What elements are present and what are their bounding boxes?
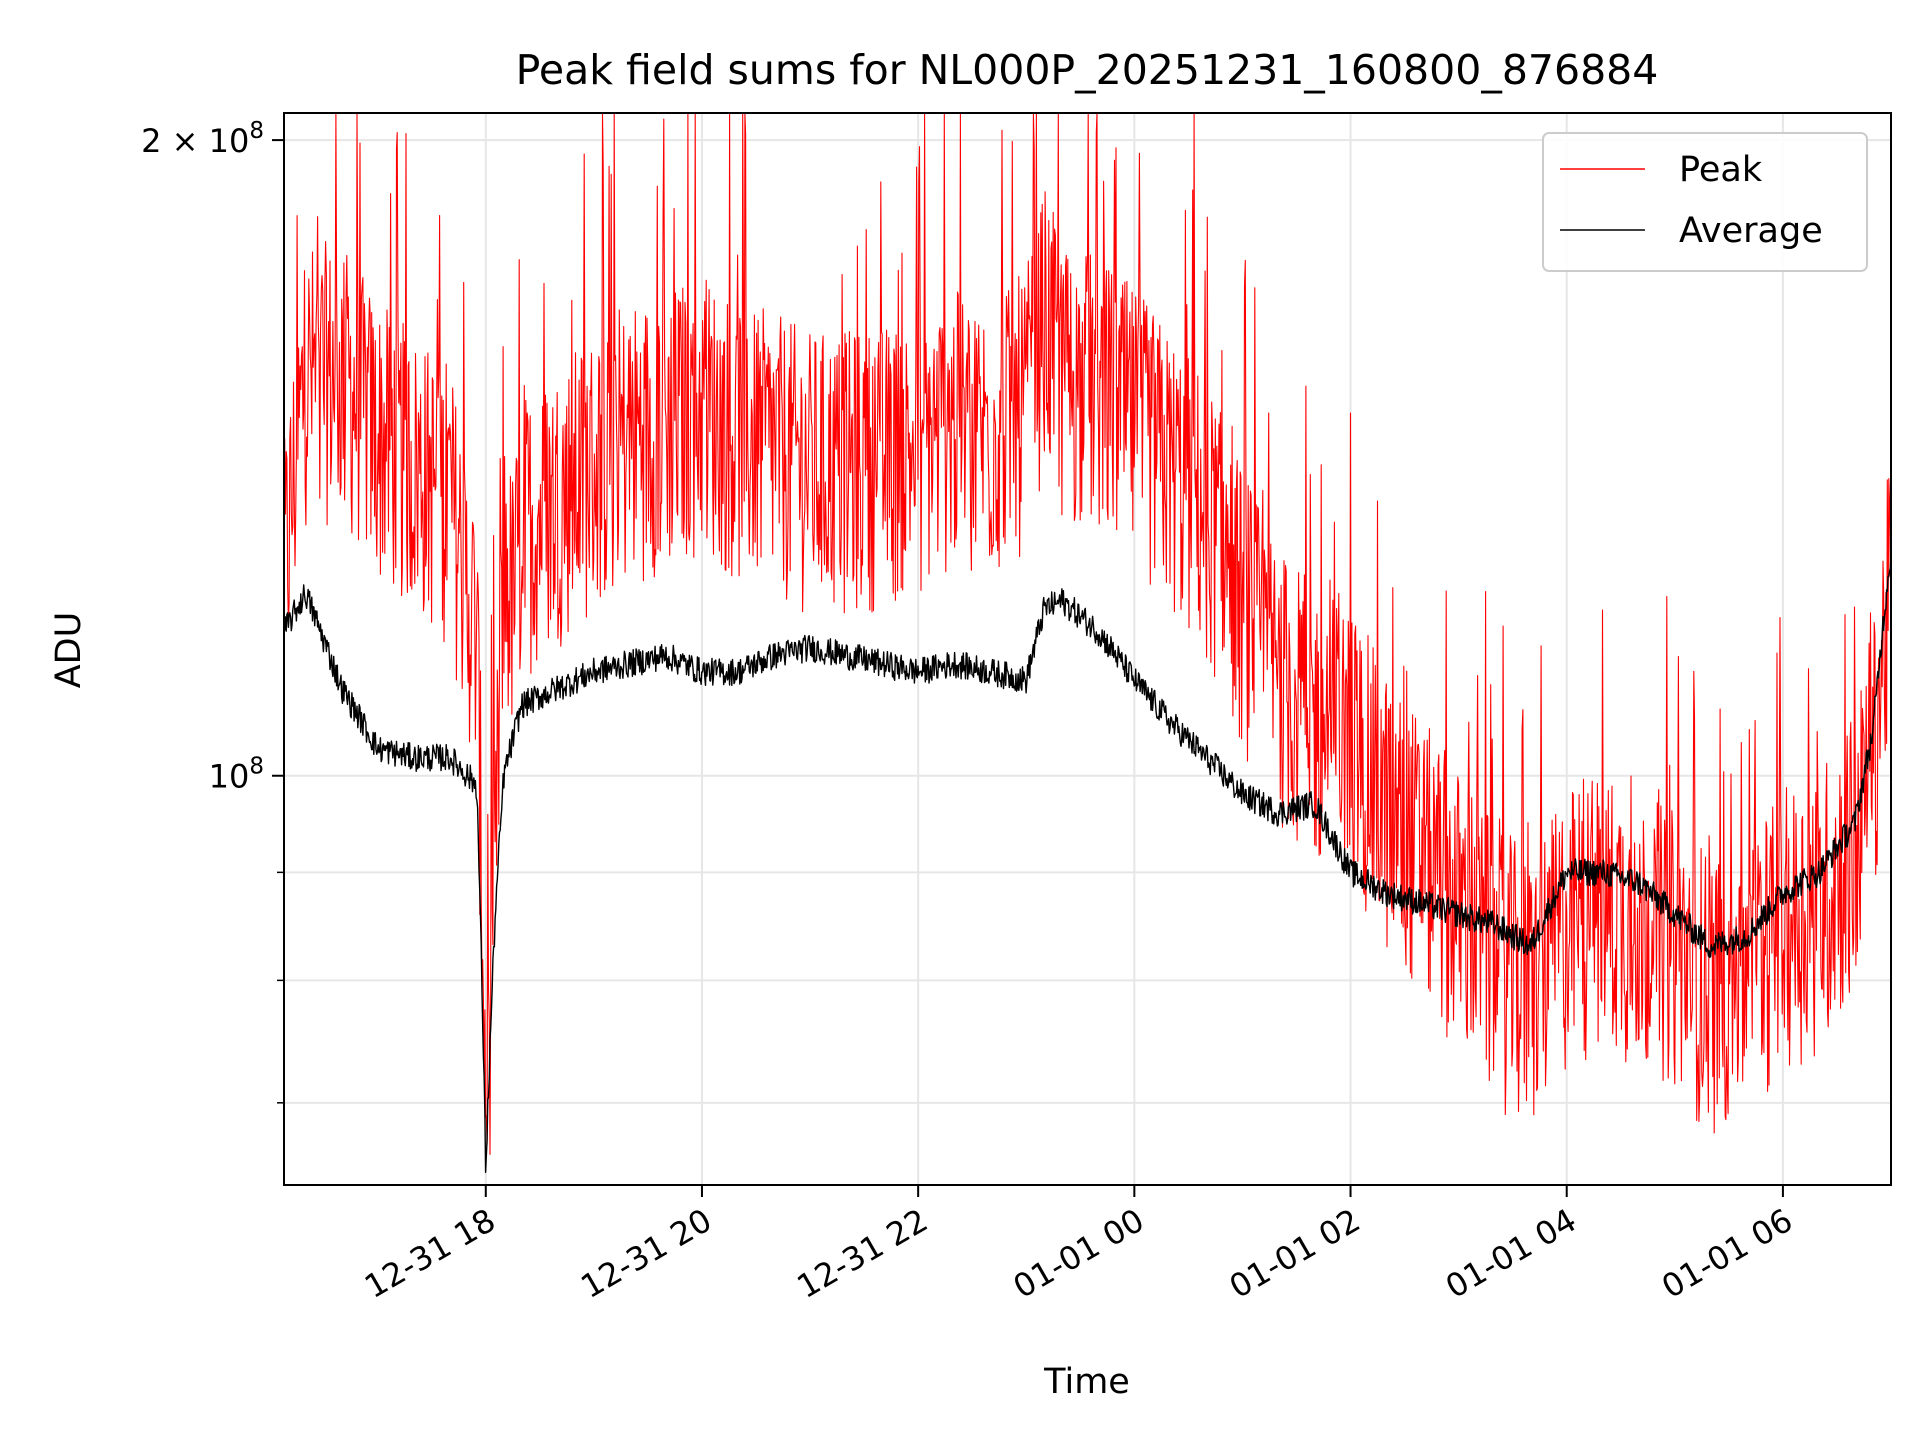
legend-label-peak: Peak <box>1679 150 1763 190</box>
legend-label-average: Average <box>1679 211 1823 251</box>
series-line-average <box>283 552 1892 1174</box>
y-axis-label: ADU <box>49 612 89 689</box>
series-lines <box>283 112 1892 1174</box>
legend-box <box>1542 132 1868 272</box>
legend: Peak Average <box>1542 132 1868 272</box>
y-axis-ticks: 108 2 × 108 <box>141 118 284 1104</box>
plot-frame <box>283 112 1892 1186</box>
x-axis-label: Time <box>1043 1362 1130 1402</box>
series-line-peak <box>283 112 1892 1155</box>
y-tick-label: 108 <box>209 754 264 796</box>
chart-title: Peak field sums for NL000P_20251231_1608… <box>516 46 1659 94</box>
y-tick-label: 2 × 108 <box>141 118 264 160</box>
